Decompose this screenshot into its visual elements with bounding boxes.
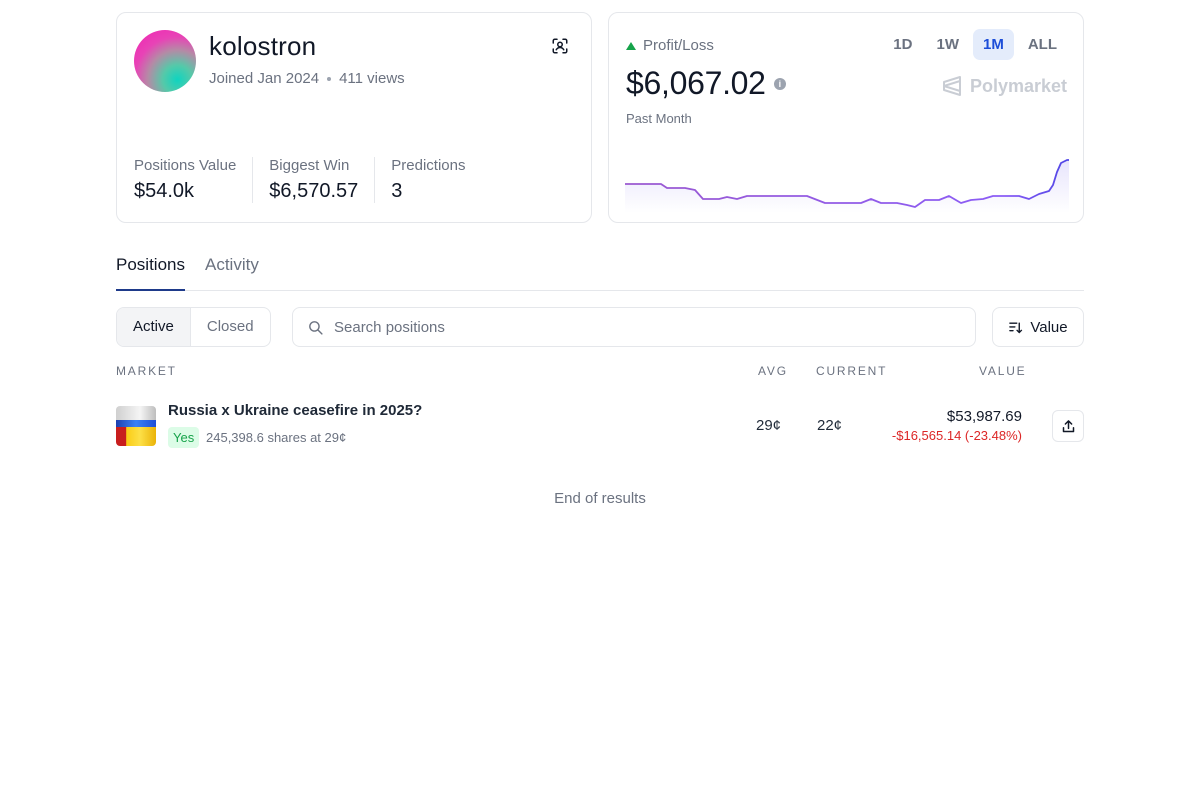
stat-biggest-win: Biggest Win $6,570.57	[269, 157, 375, 203]
stat-label: Predictions	[391, 157, 465, 174]
sort-label: Value	[1030, 319, 1067, 336]
view-count: 411 views	[339, 70, 405, 87]
position-change: -$16,565.14 (-23.48%)	[892, 428, 1022, 443]
tab-positions[interactable]: Positions	[116, 250, 185, 291]
search-box	[292, 307, 976, 347]
profit-loss-amount: $6,067.02 i	[626, 65, 786, 102]
range-tab-all[interactable]: ALL	[1018, 29, 1067, 60]
column-header-avg: AVG	[758, 364, 788, 378]
range-selector: 1D 1W 1M ALL	[883, 29, 1067, 60]
market-title[interactable]: Russia x Ukraine ceasefire in 2025?	[168, 402, 422, 419]
profit-loss-header: Profit/Loss	[626, 37, 714, 54]
stat-value: $6,570.57	[269, 180, 358, 203]
range-tab-1m[interactable]: 1M	[973, 29, 1014, 60]
brand-name: Polymarket	[970, 76, 1067, 97]
avatar	[134, 30, 196, 92]
profile-tabs: Positions Activity	[116, 250, 1084, 291]
tab-activity[interactable]: Activity	[205, 250, 259, 291]
info-icon[interactable]: i	[774, 78, 786, 90]
polymarket-logo-icon	[942, 75, 962, 97]
profile-meta: Joined Jan 2024 411 views	[209, 70, 405, 87]
stat-label: Positions Value	[134, 157, 236, 174]
stat-value: $54.0k	[134, 180, 236, 203]
range-tab-1d[interactable]: 1D	[883, 29, 922, 60]
stat-label: Biggest Win	[269, 157, 358, 174]
period-label: Past Month	[626, 111, 692, 126]
shares-info: 245,398.6 shares at 29¢	[206, 430, 346, 445]
username: kolostron	[209, 31, 316, 62]
position-value: $53,987.69	[947, 408, 1022, 425]
share-button[interactable]	[1052, 410, 1084, 442]
polymarket-logo: Polymarket	[942, 75, 1067, 97]
closed-filter-button[interactable]: Closed	[191, 308, 270, 346]
current-price: 22¢	[817, 417, 842, 434]
scan-profile-icon[interactable]	[551, 37, 569, 55]
column-header-market: MARKET	[116, 364, 177, 378]
profit-loss-value: $6,067.02	[626, 65, 766, 102]
active-filter-button[interactable]: Active	[117, 308, 191, 346]
stat-value: 3	[391, 180, 465, 203]
profit-loss-label: Profit/Loss	[643, 37, 714, 54]
column-header-current: CURRENT	[816, 364, 887, 378]
profile-stats: Positions Value $54.0k Biggest Win $6,57…	[134, 157, 497, 203]
column-header-value: VALUE	[979, 364, 1026, 378]
market-thumbnail	[116, 406, 156, 446]
profit-loss-sparkline	[625, 143, 1069, 213]
sparkline-area	[625, 160, 1069, 213]
avg-price: 29¢	[756, 417, 781, 434]
stat-positions-value: Positions Value $54.0k	[134, 157, 253, 203]
trend-up-icon	[626, 42, 636, 50]
range-tab-1w[interactable]: 1W	[926, 29, 969, 60]
search-icon	[307, 319, 324, 336]
sort-icon	[1008, 320, 1023, 335]
position-row[interactable]: Russia x Ukraine ceasefire in 2025? Yes …	[116, 400, 1084, 452]
share-icon	[1061, 419, 1076, 434]
stat-predictions: Predictions 3	[391, 157, 481, 203]
outcome-badge: Yes	[168, 427, 199, 448]
sort-button[interactable]: Value	[992, 307, 1084, 347]
search-input[interactable]	[334, 319, 934, 336]
separator-dot	[327, 77, 331, 81]
profit-loss-card: Profit/Loss 1D 1W 1M ALL $6,067.02 i Pas…	[608, 12, 1084, 223]
end-of-results: End of results	[0, 490, 1200, 507]
status-toggle: Active Closed	[116, 307, 271, 347]
profile-card: kolostron Joined Jan 2024 411 views Posi…	[116, 12, 592, 223]
joined-date: Joined Jan 2024	[209, 70, 319, 87]
